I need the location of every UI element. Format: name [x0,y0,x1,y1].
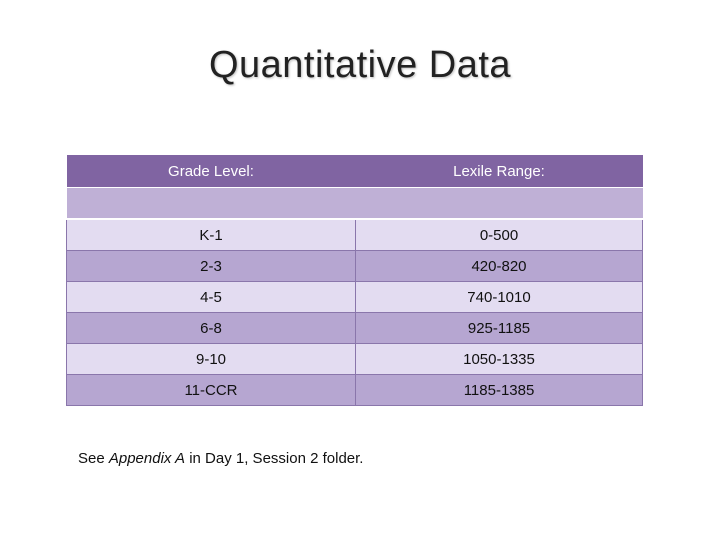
table-spacer-row [66,187,643,220]
grade-cell: 11-CCR [66,374,356,406]
table-row: 2-3 420-820 [66,250,643,282]
header-lexile-range: Lexile Range: [355,155,643,188]
grade-cell: 9-10 [66,343,356,375]
page-title: Quantitative Data [208,44,512,86]
grade-cell: 2-3 [66,250,356,282]
grade-cell: 4-5 [66,281,356,313]
grade-cell: K-1 [66,218,356,251]
note-suffix: in Day 1, Session 2 folder. [185,450,364,467]
grade-cell: 6-8 [66,312,356,344]
table-row: K-1 0-500 [66,218,643,251]
table-header-row: Grade Level: Lexile Range: [66,155,643,188]
header-grade-level: Grade Level: [66,155,356,188]
spacer-cell [66,187,356,220]
range-cell: 740-1010 [355,281,643,313]
range-cell: 1185-1385 [355,374,643,406]
table-row: 9-10 1050-1335 [66,343,643,375]
spacer-cell [355,187,643,220]
table-row: 11-CCR 1185-1385 [66,374,643,406]
range-cell: 1050-1335 [355,343,643,375]
note-appendix-reference: Appendix A [108,450,186,467]
note-prefix: See [78,450,109,467]
lexile-table: Grade Level: Lexile Range: K-1 0-500 2-3… [66,155,643,406]
range-cell: 0-500 [355,218,643,251]
range-cell: 925-1185 [355,312,643,344]
range-cell: 420-820 [355,250,643,282]
table-row: 4-5 740-1010 [66,281,643,313]
table-row: 6-8 925-1185 [66,312,643,344]
appendix-note: See Appendix A in Day 1, Session 2 folde… [78,450,363,467]
